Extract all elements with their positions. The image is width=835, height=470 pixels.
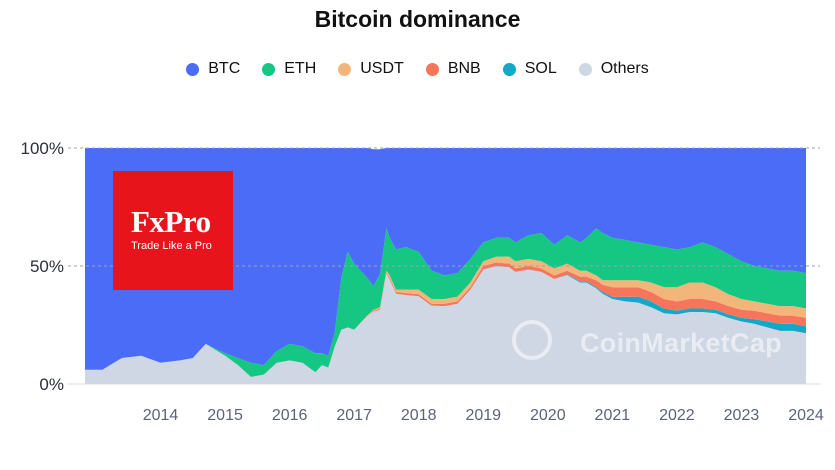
legend-item-btc[interactable]: BTC bbox=[186, 60, 240, 78]
chart-title: Bitcoin dominance bbox=[314, 6, 521, 32]
coinmarketcap-icon bbox=[512, 320, 552, 360]
legend-swatch bbox=[502, 62, 516, 76]
x-tick-label: 2020 bbox=[530, 407, 566, 424]
x-tick-label: 2014 bbox=[143, 407, 179, 424]
x-tick-label: 2024 bbox=[788, 407, 824, 424]
legend-item-bnb[interactable]: BNB bbox=[425, 60, 481, 78]
fxpro-logo: FxPro Trade Like a Pro bbox=[113, 171, 233, 290]
legend-swatch bbox=[186, 62, 200, 76]
x-tick-label: 2023 bbox=[724, 407, 760, 424]
legend: BTC ETH USDT BNB SOL Others bbox=[0, 60, 835, 78]
legend-swatch bbox=[578, 62, 592, 76]
legend-swatch bbox=[425, 62, 439, 76]
legend-label: BNB bbox=[447, 60, 481, 77]
logo-name: FxPro bbox=[131, 204, 211, 239]
coinmarketcap-watermark: CoinMarketCap bbox=[510, 320, 810, 364]
watermark-text: CoinMarketCap bbox=[580, 328, 782, 358]
x-tick-label: 2018 bbox=[401, 407, 437, 424]
x-tick-label: 2019 bbox=[465, 407, 501, 424]
y-tick-label: 100% bbox=[21, 139, 64, 158]
legend-item-usdt[interactable]: USDT bbox=[338, 60, 404, 78]
area-eth bbox=[85, 228, 806, 377]
y-tick-label: 0% bbox=[39, 375, 64, 394]
legend-label: USDT bbox=[360, 60, 404, 77]
logo-tagline: Trade Like a Pro bbox=[131, 240, 212, 252]
legend-label: Others bbox=[600, 60, 649, 77]
y-axis-ticks: 0% 50% 100% bbox=[21, 139, 64, 394]
legend-item-eth[interactable]: ETH bbox=[262, 60, 316, 78]
legend-swatch bbox=[338, 62, 352, 76]
x-axis-ticks: 2014 2015 2016 2017 2018 2019 2020 2021 2022 2023… bbox=[143, 407, 824, 424]
area-bnb bbox=[85, 262, 806, 377]
area-usdt bbox=[85, 256, 806, 377]
x-tick-label: 2015 bbox=[207, 407, 243, 424]
x-tick-label: 2016 bbox=[272, 407, 308, 424]
x-tick-label: 2017 bbox=[336, 407, 372, 424]
area-btc bbox=[85, 148, 806, 370]
legend-item-others[interactable]: Others bbox=[578, 60, 649, 78]
x-tick-label: 2022 bbox=[659, 407, 695, 424]
x-tick-label: 2021 bbox=[595, 407, 631, 424]
stacked-areas bbox=[85, 148, 806, 384]
gridlines bbox=[68, 147, 820, 385]
legend-label: ETH bbox=[284, 60, 317, 77]
area-others bbox=[85, 266, 806, 384]
y-tick-label: 50% bbox=[30, 257, 64, 276]
legend-item-sol[interactable]: SOL bbox=[502, 60, 557, 78]
legend-label: SOL bbox=[524, 60, 557, 77]
legend-swatch bbox=[262, 62, 276, 76]
legend-label: BTC bbox=[208, 60, 241, 77]
